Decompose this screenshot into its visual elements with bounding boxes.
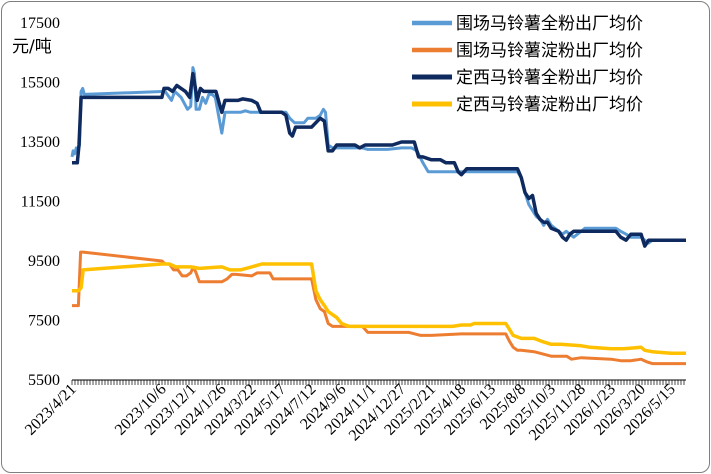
legend-label-2: 围场马铃薯淀粉出厂均价 [456,41,643,61]
legend-label-4: 定西马铃薯淀粉出厂均价 [456,95,643,115]
y-tick-label: 15500 [20,75,60,92]
y-axis-ticks: 17500 15500 13500 11500 9500 7500 5500 [20,15,60,389]
legend-label-1: 围场马铃薯全粉出厂均价 [456,14,643,34]
y-unit-label: 元/吨 [12,37,52,57]
y-tick-label: 11500 [21,194,60,211]
y-tick-label: 5500 [28,372,60,389]
y-tick-label: 13500 [20,134,60,151]
x-tick-label: 2023/4/21 [22,381,80,439]
x-axis: 2023/4/21 2023/10/62023/12/12024/1/262024… [22,379,686,444]
legend-label-3: 定西马铃薯全粉出厂均价 [456,68,643,88]
y-tick-label: 7500 [28,313,60,330]
y-tick-label: 9500 [28,253,60,270]
plot-area [70,66,686,366]
series-line-3 [72,71,686,248]
series-line-4 [72,262,686,355]
legend: 围场马铃薯全粉出厂均价围场马铃薯淀粉出厂均价定西马铃薯全粉出厂均价定西马铃薯淀粉… [412,14,643,115]
y-tick-label: 17500 [20,15,60,32]
series-line-2 [72,250,686,366]
